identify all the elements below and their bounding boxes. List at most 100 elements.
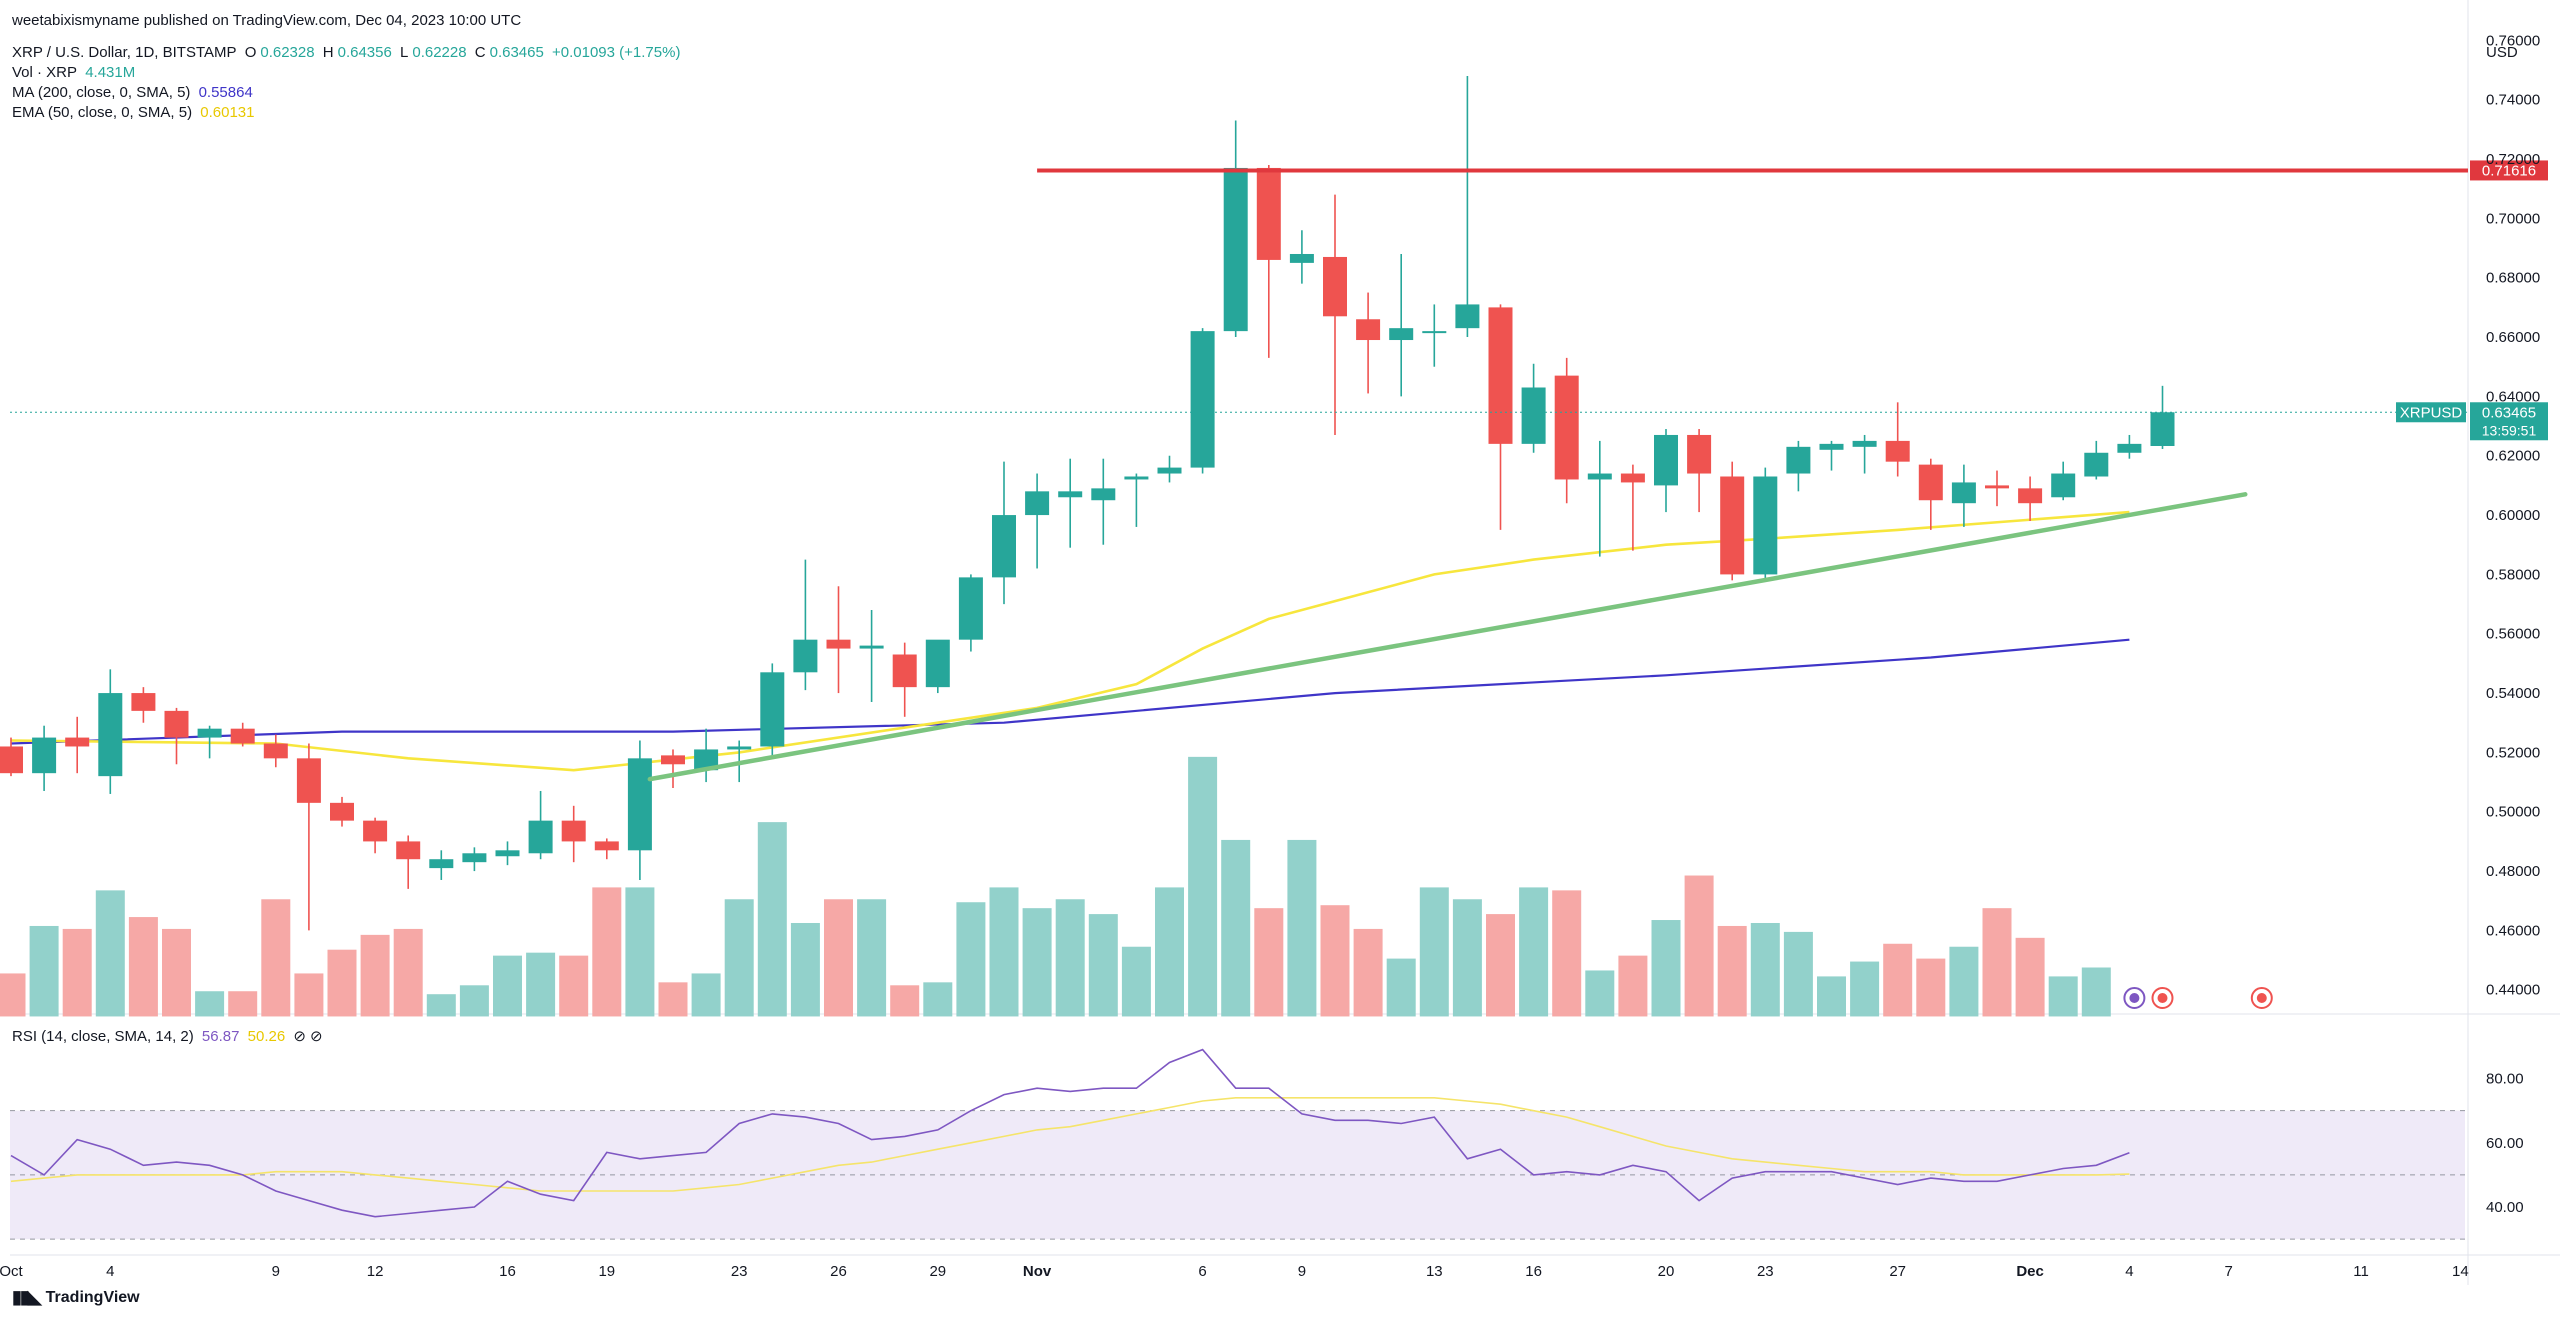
y-tick-label: 0.54000	[2486, 685, 2540, 702]
x-tick-label: 26	[830, 1263, 847, 1280]
candle-body	[1091, 488, 1116, 501]
event-us-flag-icon-dot	[2157, 993, 2168, 1003]
volume-bar	[625, 887, 655, 1017]
volume-bar	[989, 887, 1019, 1017]
candle-body	[1620, 473, 1645, 483]
candle-body	[1025, 491, 1050, 516]
rsi-legend[interactable]: RSI (14, close, SMA, 14, 2) 56.87 50.26 …	[12, 1027, 327, 1045]
candle-body	[2084, 452, 2109, 477]
candle-body	[1720, 476, 1745, 575]
volume-bars	[0, 756, 2111, 1017]
current-price-label: 0.63465	[2482, 404, 2536, 421]
volume-bar	[128, 917, 158, 1017]
x-tick-label: 6	[1198, 1263, 1206, 1280]
volume-bar	[1850, 961, 1880, 1017]
candle-body	[32, 737, 57, 774]
volume-bar	[95, 890, 125, 1017]
candle-body	[694, 749, 719, 771]
grid	[10, 0, 2560, 1285]
x-tick-label: 11	[2353, 1263, 2369, 1280]
candle-body	[1289, 253, 1314, 263]
volume-bar	[2048, 976, 2078, 1017]
event-flash-icon-dot	[2129, 993, 2140, 1003]
volume-bar	[1519, 887, 1549, 1017]
volume-bar	[1585, 970, 1615, 1017]
volume-bar	[294, 973, 324, 1017]
indicator-lines	[10, 510, 2130, 772]
volume-bar	[658, 982, 688, 1017]
volume-bar	[1783, 931, 1813, 1017]
volume-bar	[1088, 914, 1118, 1017]
low-value: 0.62228	[412, 44, 467, 61]
candle-body	[826, 639, 851, 649]
volume-bar	[2081, 967, 2111, 1017]
rsi-ma-line	[10, 1097, 2130, 1192]
candle-body	[1951, 482, 1976, 504]
volume-bar	[0, 973, 26, 1017]
settings-icon[interactable]: ⊘	[309, 1028, 323, 1045]
open-label: O	[244, 44, 257, 61]
x-tick-label: 23	[1757, 1263, 1774, 1280]
ma-legend[interactable]: MA (200, close, 0, SMA, 5) 0.55864	[12, 84, 257, 101]
y-tick-label: 0.60000	[2486, 507, 2540, 524]
y-tick-label: 0.70000	[2486, 210, 2540, 227]
candle-body	[164, 710, 189, 738]
rsi-tick-label: 60.00	[2486, 1135, 2524, 1152]
event-us-flag-icon	[2250, 987, 2273, 1009]
volume-bar	[162, 928, 191, 1017]
candle-body	[2051, 473, 2076, 498]
ma200-line	[10, 638, 2130, 745]
ema50-line	[10, 510, 2130, 772]
event-us-flag-icon	[2151, 987, 2174, 1009]
eye-off-icon[interactable]: ⊘	[293, 1028, 306, 1045]
volume-legend[interactable]: Vol · XRP 4.431M	[12, 64, 139, 81]
countdown-label: 13:59:51	[2482, 422, 2537, 438]
candle-body	[65, 737, 90, 747]
rsi-line	[10, 1048, 2130, 1218]
candle-body	[793, 639, 818, 673]
candle-body	[1819, 443, 1844, 450]
candle-body	[561, 820, 586, 842]
tradingview-logo[interactable]: ▮▮◣ TradingView	[12, 1287, 140, 1308]
volume-bar	[493, 955, 522, 1017]
symbol-tag-box	[2396, 402, 2466, 423]
candle-body	[1554, 375, 1579, 480]
volume-bar	[2015, 937, 2045, 1017]
event-flash-icon	[2123, 987, 2146, 1009]
candle-body	[1852, 440, 1877, 447]
high-value: 0.64356	[337, 44, 392, 61]
volume-bar	[1221, 839, 1251, 1017]
resistance-price-box	[2470, 160, 2548, 181]
candle-body	[263, 743, 288, 759]
volume-bar	[261, 899, 291, 1017]
x-tick-label: 14	[2452, 1263, 2469, 1280]
rsi-label: RSI (14, close, SMA, 14, 2)	[12, 1028, 194, 1045]
volume-bar	[1155, 887, 1184, 1017]
candle-body	[661, 755, 685, 765]
candle-body	[429, 859, 454, 869]
volume-bar	[724, 899, 754, 1017]
y-tick-label: 0.58000	[2486, 566, 2540, 583]
candle-body	[1058, 491, 1083, 498]
ema-legend[interactable]: EMA (50, close, 0, SMA, 5) 0.60131	[12, 104, 258, 121]
tradingview-logo-icon: ▮▮◣	[12, 1287, 42, 1307]
candle-body	[1985, 485, 2009, 489]
volume-bar	[824, 899, 853, 1017]
volume-bar	[360, 934, 390, 1017]
volume-bar	[923, 982, 953, 1017]
volume-bar	[1486, 914, 1515, 1017]
volume-bar	[1883, 943, 1913, 1017]
volume-bar	[426, 994, 456, 1017]
x-tick-label: 13	[1426, 1263, 1443, 1280]
x-tick-label: 20	[1658, 1263, 1675, 1280]
candles	[0, 75, 2175, 931]
volume-bar	[691, 973, 721, 1017]
x-tick-label: Oct	[0, 1263, 23, 1280]
x-tick-label: 16	[1525, 1263, 1542, 1280]
x-tick-label: Nov	[1023, 1263, 1052, 1280]
candle-body	[528, 820, 553, 854]
candle-body	[727, 746, 752, 750]
candle-body	[396, 841, 421, 860]
y-tick-label: 0.76000	[2486, 32, 2540, 49]
